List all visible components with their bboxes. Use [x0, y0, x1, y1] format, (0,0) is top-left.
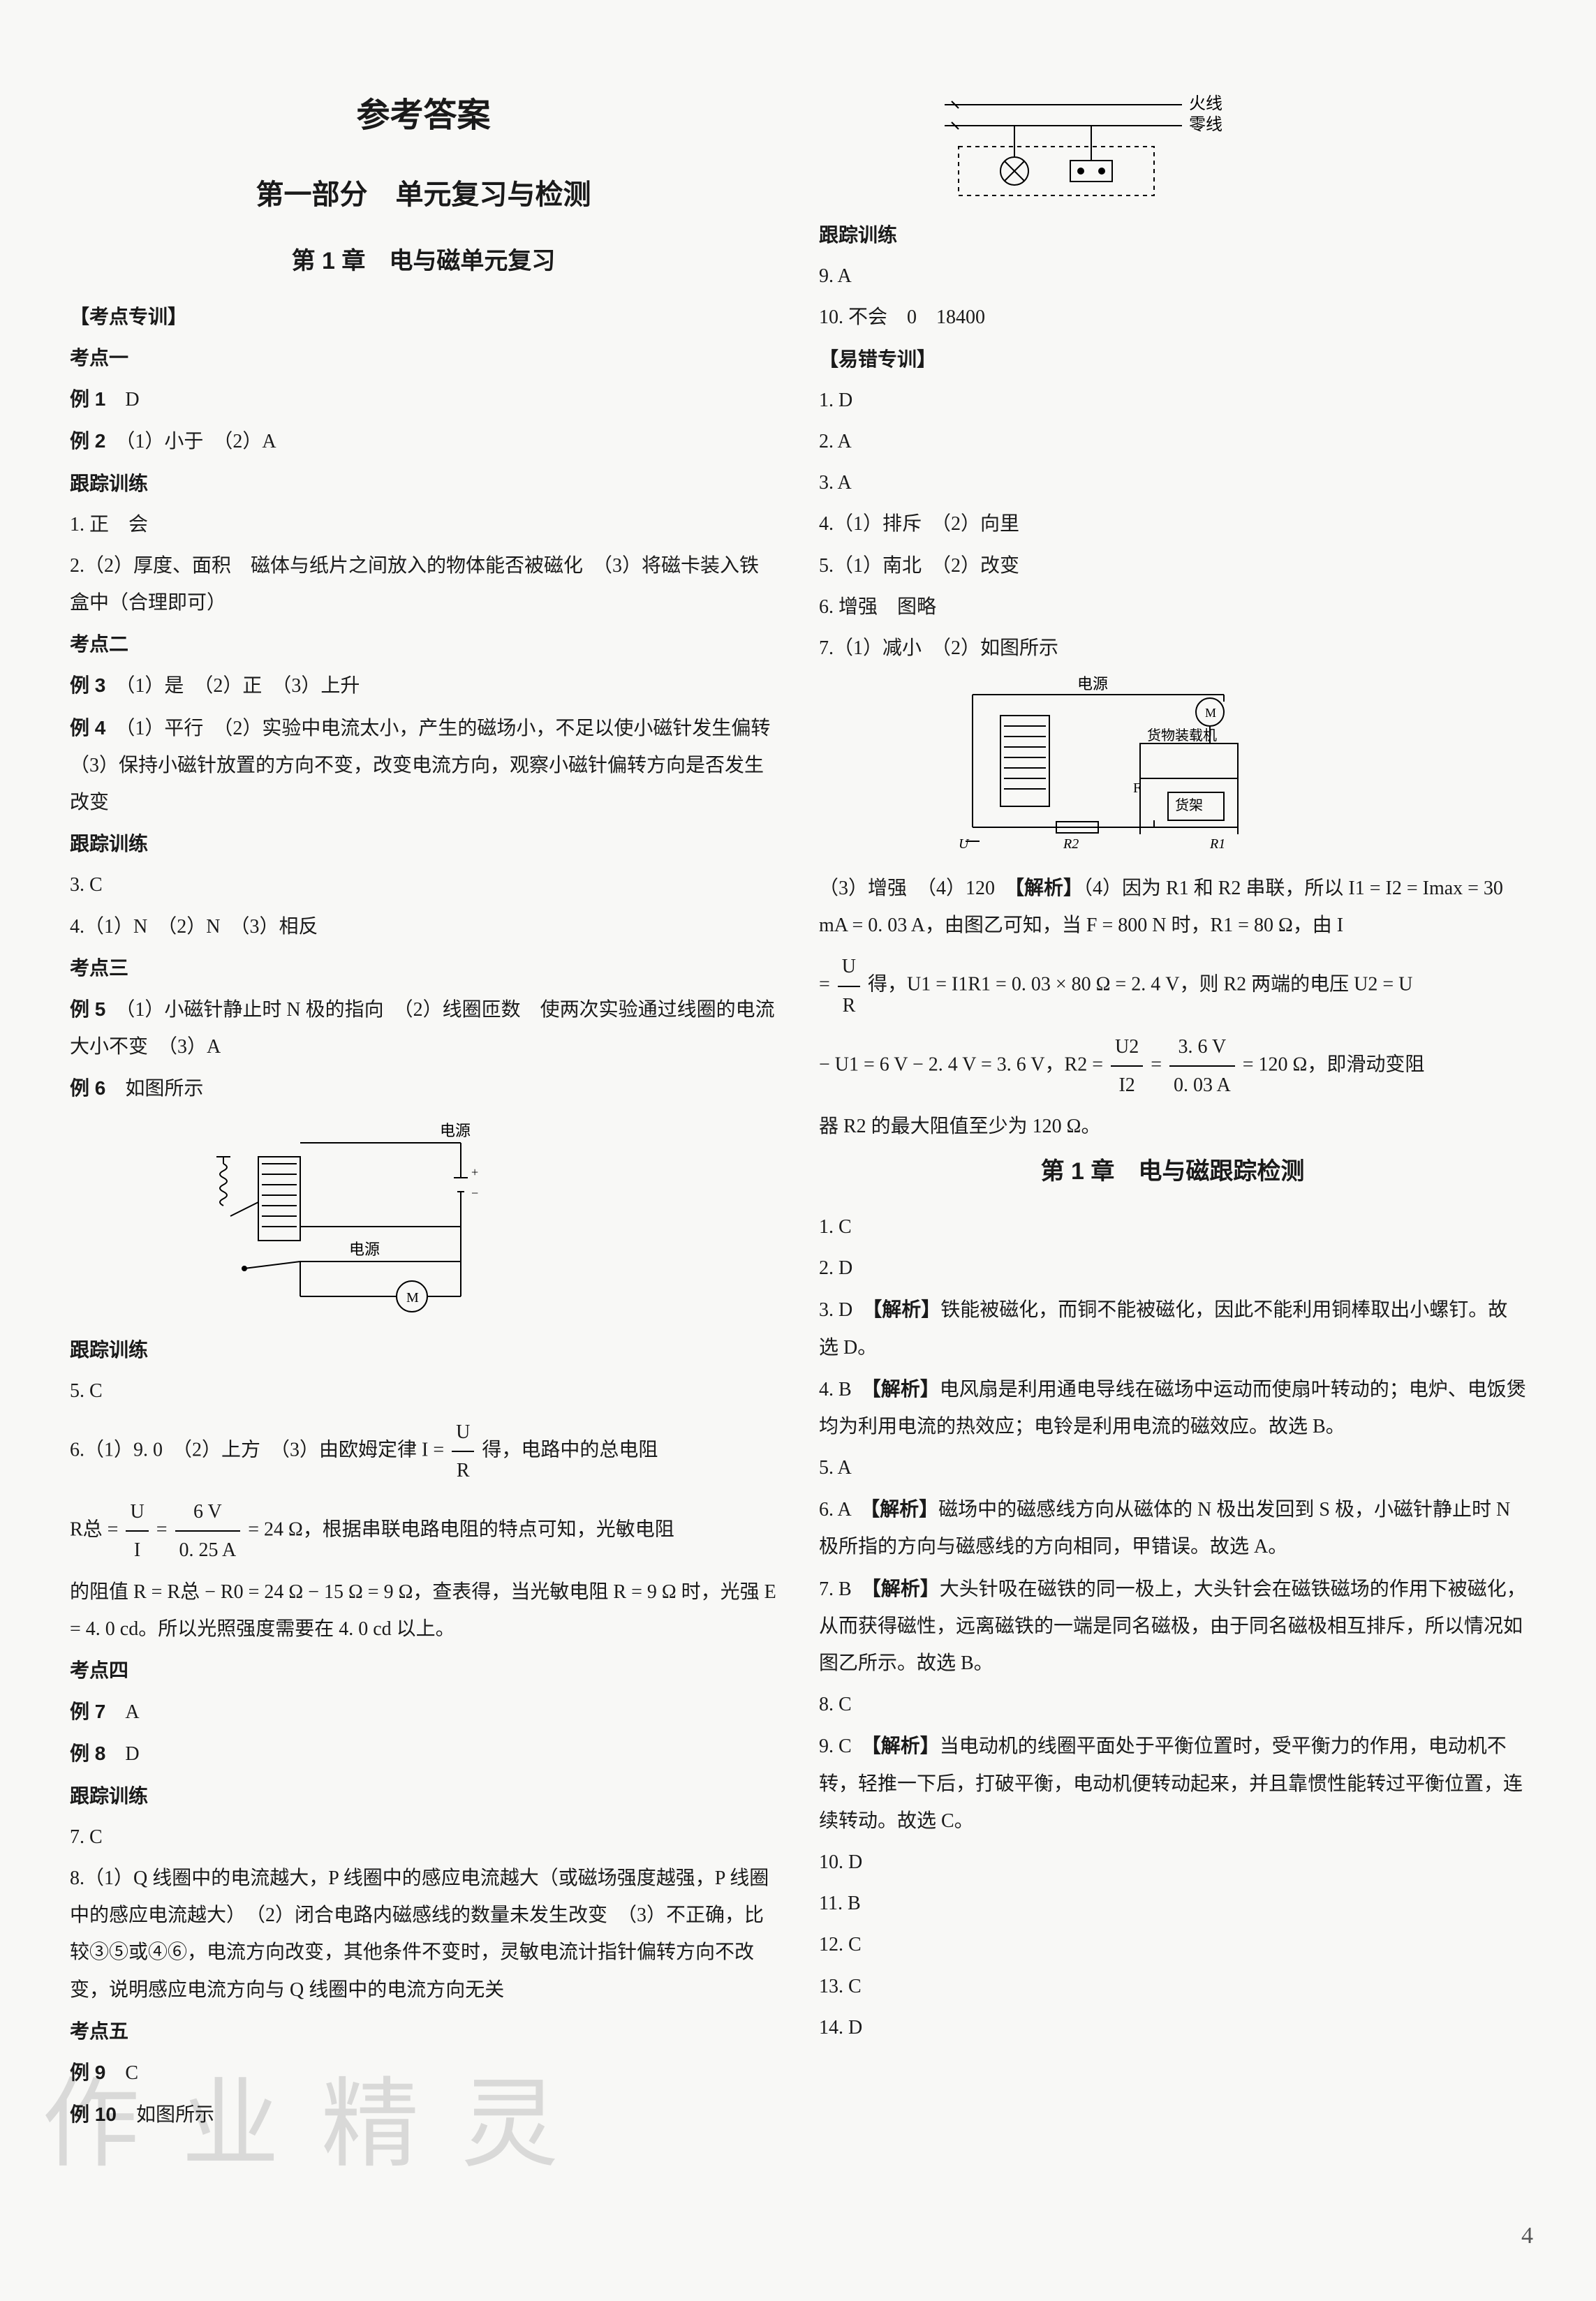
gz3-5: 5. C [70, 1373, 777, 1410]
test-q1: 1. C [819, 1208, 1526, 1245]
li5: 例 5 （1）小磁针静止时 N 极的指向 （2）线圈匝数 使两次实验通过线圈的电… [70, 991, 777, 1065]
right-column: 火线 零线 跟踪训练 9. A 10. 不会 0 18400 【易错专训】 1.… [819, 84, 1526, 2138]
left-column: 参考答案 第一部分 单元复习与检测 第 1 章 电与磁单元复习 【考点专训】 考… [70, 84, 777, 2138]
test-q12: 12. C [819, 1926, 1526, 1963]
fraction-UR: UR [452, 1414, 474, 1489]
svg-text:火线: 火线 [1189, 94, 1222, 113]
yc-3: 3. A [819, 464, 1526, 501]
yc-5: 5.（1）南北 （2）改变 [819, 547, 1526, 584]
test-q13: 13. C [819, 1968, 1526, 2005]
li8: 例 8 D [70, 1735, 777, 1773]
test-q9: 9. C 【解析】当电动机的线圈平面处于平衡位置时，受平衡力的作用，电动机不转，… [819, 1727, 1526, 1840]
fraction-UI: UI [126, 1493, 148, 1569]
yc-7-expl-c: = UR 得，U1 = I1R1 = 0. 03 × 80 Ω = 2. 4 V… [819, 948, 1526, 1023]
li2: 例 2 （1）小于 （2）A [70, 422, 777, 460]
gz4-7: 7. C [70, 1819, 777, 1856]
svg-text:电源: 电源 [440, 1122, 471, 1139]
label-genzong-2: 跟踪训练 [70, 825, 777, 862]
label-kaodian1: 考点一 [70, 339, 777, 376]
gz1-2: 2.（2）厚度、面积 磁体与纸片之间放入的物体能否被磁化 （3）将磁卡装入铁盒中… [70, 547, 777, 621]
svg-text:货物装载机: 货物装载机 [1147, 727, 1217, 743]
gz5-9: 9. A [819, 258, 1526, 295]
gz1-1: 1. 正 会 [70, 506, 777, 543]
svg-text:U: U [959, 836, 970, 852]
svg-text:R2: R2 [1063, 836, 1079, 852]
chapter-title-1: 第 1 章 电与磁单元复习 [70, 239, 777, 284]
svg-text:零线: 零线 [1189, 115, 1222, 134]
label-yicuo-special: 【易错专训】 [819, 341, 1526, 378]
yc-7-expl-d: − U1 = 6 V − 2. 4 V = 3. 6 V，R2 = U2I2 =… [819, 1028, 1526, 1104]
svg-text:R1: R1 [1209, 836, 1225, 852]
svg-text:F: F [1133, 780, 1141, 796]
gz4-8: 8.（1）Q 线圈中的电流越大，P 线圈中的感应电流越大（或磁场强度越强，P 线… [70, 1860, 777, 2008]
label-genzong-5: 跟踪训练 [819, 216, 1526, 253]
test-q10: 10. D [819, 1844, 1526, 1881]
svg-text:货架: 货架 [1175, 797, 1203, 813]
diagram-loader-circuit: 电源 M 货物装载机 货架 F U R2 R1 [931, 674, 1266, 855]
fraction-6v-025a: 6 V0. 25 A [175, 1493, 241, 1569]
label-kaodian2: 考点二 [70, 626, 777, 663]
yc-4: 4.（1）排斥 （2）向里 [819, 505, 1526, 542]
svg-text:电源: 电源 [349, 1241, 380, 1258]
gz2-3: 3. C [70, 866, 777, 903]
li9: 例 9 C [70, 2054, 777, 2092]
yc-7: 7.（1）减小 （2）如图所示 [819, 630, 1526, 667]
diagram-socket-circuit: 火线 零线 [931, 91, 1238, 209]
li10: 例 10 如图所示 [70, 2096, 777, 2133]
gz3-6a: 6.（1）9. 0 （2）上方 （3）由欧姆定律 I = UR 得，电路中的总电… [70, 1414, 777, 1489]
test-q4: 4. B 【解析】电风扇是利用通电导线在磁场中运动而使扇叶转动的；电炉、电饭煲均… [819, 1370, 1526, 1445]
gz5-10: 10. 不会 0 18400 [819, 299, 1526, 336]
fraction-36v-003a: 3. 6 V0. 03 A [1169, 1028, 1235, 1104]
svg-text:M: M [1205, 706, 1216, 720]
yc-6: 6. 增强 图略 [819, 589, 1526, 626]
test-q2: 2. D [819, 1250, 1526, 1287]
test-q3: 3. D 【解析】铁能被磁化，而铜不能被磁化，因此不能利用铜棒取出小螺钉。故选 … [819, 1291, 1526, 1366]
yc-7-expl-e: 器 R2 的最大阻值至少为 120 Ω。 [819, 1108, 1526, 1145]
test-q11: 11. B [819, 1885, 1526, 1922]
diagram-electromagnet-circuit: 电源 电源 M + − [195, 1122, 503, 1317]
label-genzong-4: 跟踪训练 [70, 1777, 777, 1814]
main-title: 参考答案 [70, 84, 777, 147]
test-q14: 14. D [819, 2009, 1526, 2046]
yc-7-expl-a: （3）增强 （4）120 【解析】（4）因为 R1 和 R2 串联，所以 I1 … [819, 869, 1526, 944]
li1: 例 1 D [70, 380, 777, 418]
svg-text:−: − [471, 1186, 478, 1200]
label-kaodian4: 考点四 [70, 1652, 777, 1689]
label-kaodian5: 考点五 [70, 2013, 777, 2050]
li3: 例 3 （1）是 （2）正 （3）上升 [70, 667, 777, 704]
li4: 例 4 （1）平行 （2）实验中电流太小，产生的磁场小，不足以使小磁针发生偏转 … [70, 709, 777, 822]
li7: 例 7 A [70, 1693, 777, 1731]
li6: 例 6 如图所示 [70, 1070, 777, 1107]
label-kaodian-special: 【考点专训】 [70, 298, 777, 335]
chapter-title-1b: 第 1 章 电与磁跟踪检测 [819, 1149, 1526, 1194]
test-q6: 6. A 【解析】磁场中的磁感线方向从磁体的 N 极出发回到 S 极，小磁针静止… [819, 1490, 1526, 1565]
gz2-4: 4.（1）N （2）N （3）相反 [70, 908, 777, 945]
gz3-6c: 的阻值 R = R总 − R0 = 24 Ω − 15 Ω = 9 Ω，查表得，… [70, 1574, 777, 1648]
fraction-U2I2: U2I2 [1111, 1028, 1143, 1104]
label-genzong-3: 跟踪训练 [70, 1331, 777, 1368]
gz3-6b: R总 = UI = 6 V0. 25 A = 24 Ω，根据串联电路电阻的特点可… [70, 1493, 777, 1569]
yc-2: 2. A [819, 423, 1526, 460]
test-q8: 8. C [819, 1686, 1526, 1723]
svg-text:+: + [471, 1165, 478, 1179]
label-kaodian3: 考点三 [70, 949, 777, 986]
test-q5: 5. A [819, 1449, 1526, 1486]
part-title: 第一部分 单元复习与检测 [70, 168, 777, 221]
page-number: 4 [1521, 2214, 1533, 2259]
test-q7: 7. B 【解析】大头针吸在磁铁的同一极上，大头针会在磁铁磁场的作用下被磁化，从… [819, 1570, 1526, 1682]
svg-text:电源: 电源 [1077, 675, 1108, 693]
fraction-UR-2: UR [838, 948, 860, 1023]
label-genzong-1: 跟踪训练 [70, 465, 777, 502]
svg-text:M: M [406, 1290, 419, 1305]
yc-1: 1. D [819, 382, 1526, 419]
